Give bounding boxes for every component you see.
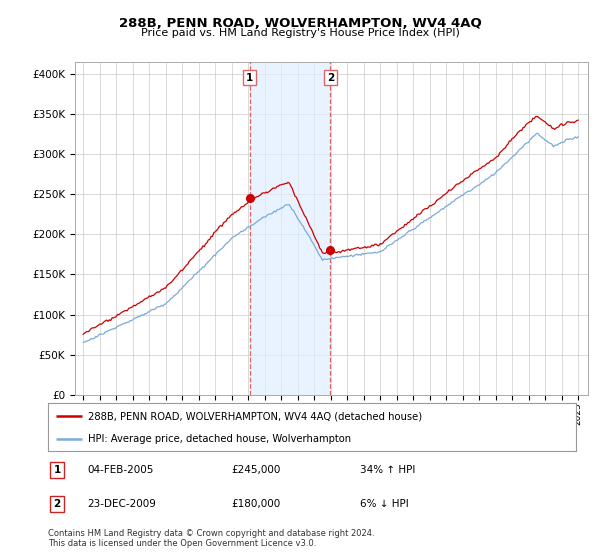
Text: 34% ↑ HPI: 34% ↑ HPI [360,465,415,475]
Text: Price paid vs. HM Land Registry's House Price Index (HPI): Price paid vs. HM Land Registry's House … [140,28,460,38]
Text: 1: 1 [246,73,253,83]
Text: 23-DEC-2009: 23-DEC-2009 [87,499,156,509]
Text: 2: 2 [53,499,61,509]
Text: 288B, PENN ROAD, WOLVERHAMPTON, WV4 4AQ: 288B, PENN ROAD, WOLVERHAMPTON, WV4 4AQ [119,17,481,30]
Text: 2: 2 [327,73,334,83]
Text: Contains HM Land Registry data © Crown copyright and database right 2024.
This d: Contains HM Land Registry data © Crown c… [48,529,374,548]
Text: HPI: Average price, detached house, Wolverhampton: HPI: Average price, detached house, Wolv… [88,434,351,444]
Bar [250,62,331,395]
Text: 6% ↓ HPI: 6% ↓ HPI [360,499,409,509]
Text: £245,000: £245,000 [231,465,280,475]
Text: 1: 1 [53,465,61,475]
Text: 288B, PENN ROAD, WOLVERHAMPTON, WV4 4AQ (detached house): 288B, PENN ROAD, WOLVERHAMPTON, WV4 4AQ … [88,411,422,421]
Text: £180,000: £180,000 [231,499,280,509]
Text: 04-FEB-2005: 04-FEB-2005 [87,465,154,475]
